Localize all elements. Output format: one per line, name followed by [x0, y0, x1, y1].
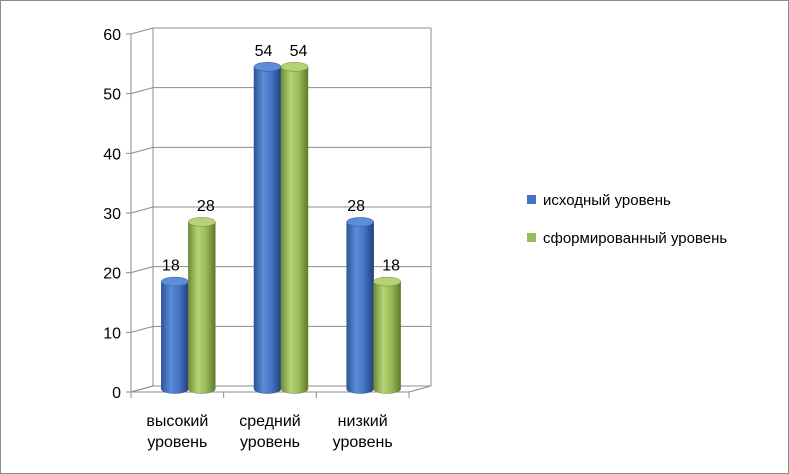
bar-top: [346, 217, 374, 227]
legend-item: сформированный уровень: [527, 230, 727, 247]
bar-top: [161, 276, 189, 287]
legend-item: исходный уровень: [527, 192, 671, 209]
legend: исходный уровень сформированный уровень: [527, 192, 727, 247]
bars: [161, 62, 401, 394]
data-label: 54: [290, 43, 308, 60]
bar-body: [346, 221, 374, 394]
data-label: 18: [162, 258, 180, 275]
x-category-label: уровень: [240, 434, 300, 451]
bar-top: [373, 276, 401, 287]
x-category-label: уровень: [333, 434, 393, 451]
gridline-depth: [130, 325, 154, 333]
gridline-depth: [130, 87, 154, 95]
x-category-label: средний: [239, 413, 301, 430]
bar-body: [373, 281, 401, 394]
bar-body: [161, 281, 189, 394]
bar: [161, 276, 189, 394]
axes: 0 10 20 30 40 50 60 высокий уровень средний уровен…: [103, 27, 432, 451]
bar-body: [280, 66, 309, 394]
x-category-label: уровень: [147, 434, 207, 451]
y-tick-label: 10: [103, 325, 121, 342]
legend-label: сформированный уровень: [543, 230, 727, 247]
bar: [346, 217, 374, 394]
bar: [253, 62, 282, 394]
gridline-depth: [130, 27, 154, 35]
x-category-label: низкий: [338, 413, 388, 430]
data-label: 54: [255, 43, 273, 60]
y-tick-label: 40: [103, 146, 121, 163]
data-label: 18: [382, 258, 400, 275]
gridline-depth: [130, 266, 154, 274]
bar-top: [253, 62, 282, 72]
bar: [188, 217, 216, 394]
data-labels: 18 28 54 54 28 18: [162, 43, 400, 275]
bar-top: [188, 217, 216, 227]
x-category-label: высокий: [146, 413, 208, 430]
bar-body: [253, 66, 282, 394]
y-tick-label: 0: [112, 385, 121, 402]
y-tick-label: 50: [103, 87, 121, 104]
y-tick-label: 20: [103, 266, 121, 283]
bar-top: [280, 62, 309, 72]
bar-body: [188, 221, 216, 394]
data-label: 28: [347, 198, 365, 215]
gridline-depth: [130, 146, 154, 154]
gridline-depth: [130, 206, 154, 214]
y-tick-label: 30: [103, 206, 121, 223]
legend-swatch: [527, 195, 536, 204]
legend-label: исходный уровень: [543, 192, 671, 209]
bar: [280, 62, 309, 394]
data-label: 28: [197, 198, 215, 215]
y-tick-label: 60: [103, 27, 121, 44]
bar: [373, 276, 401, 394]
legend-swatch: [527, 233, 536, 242]
